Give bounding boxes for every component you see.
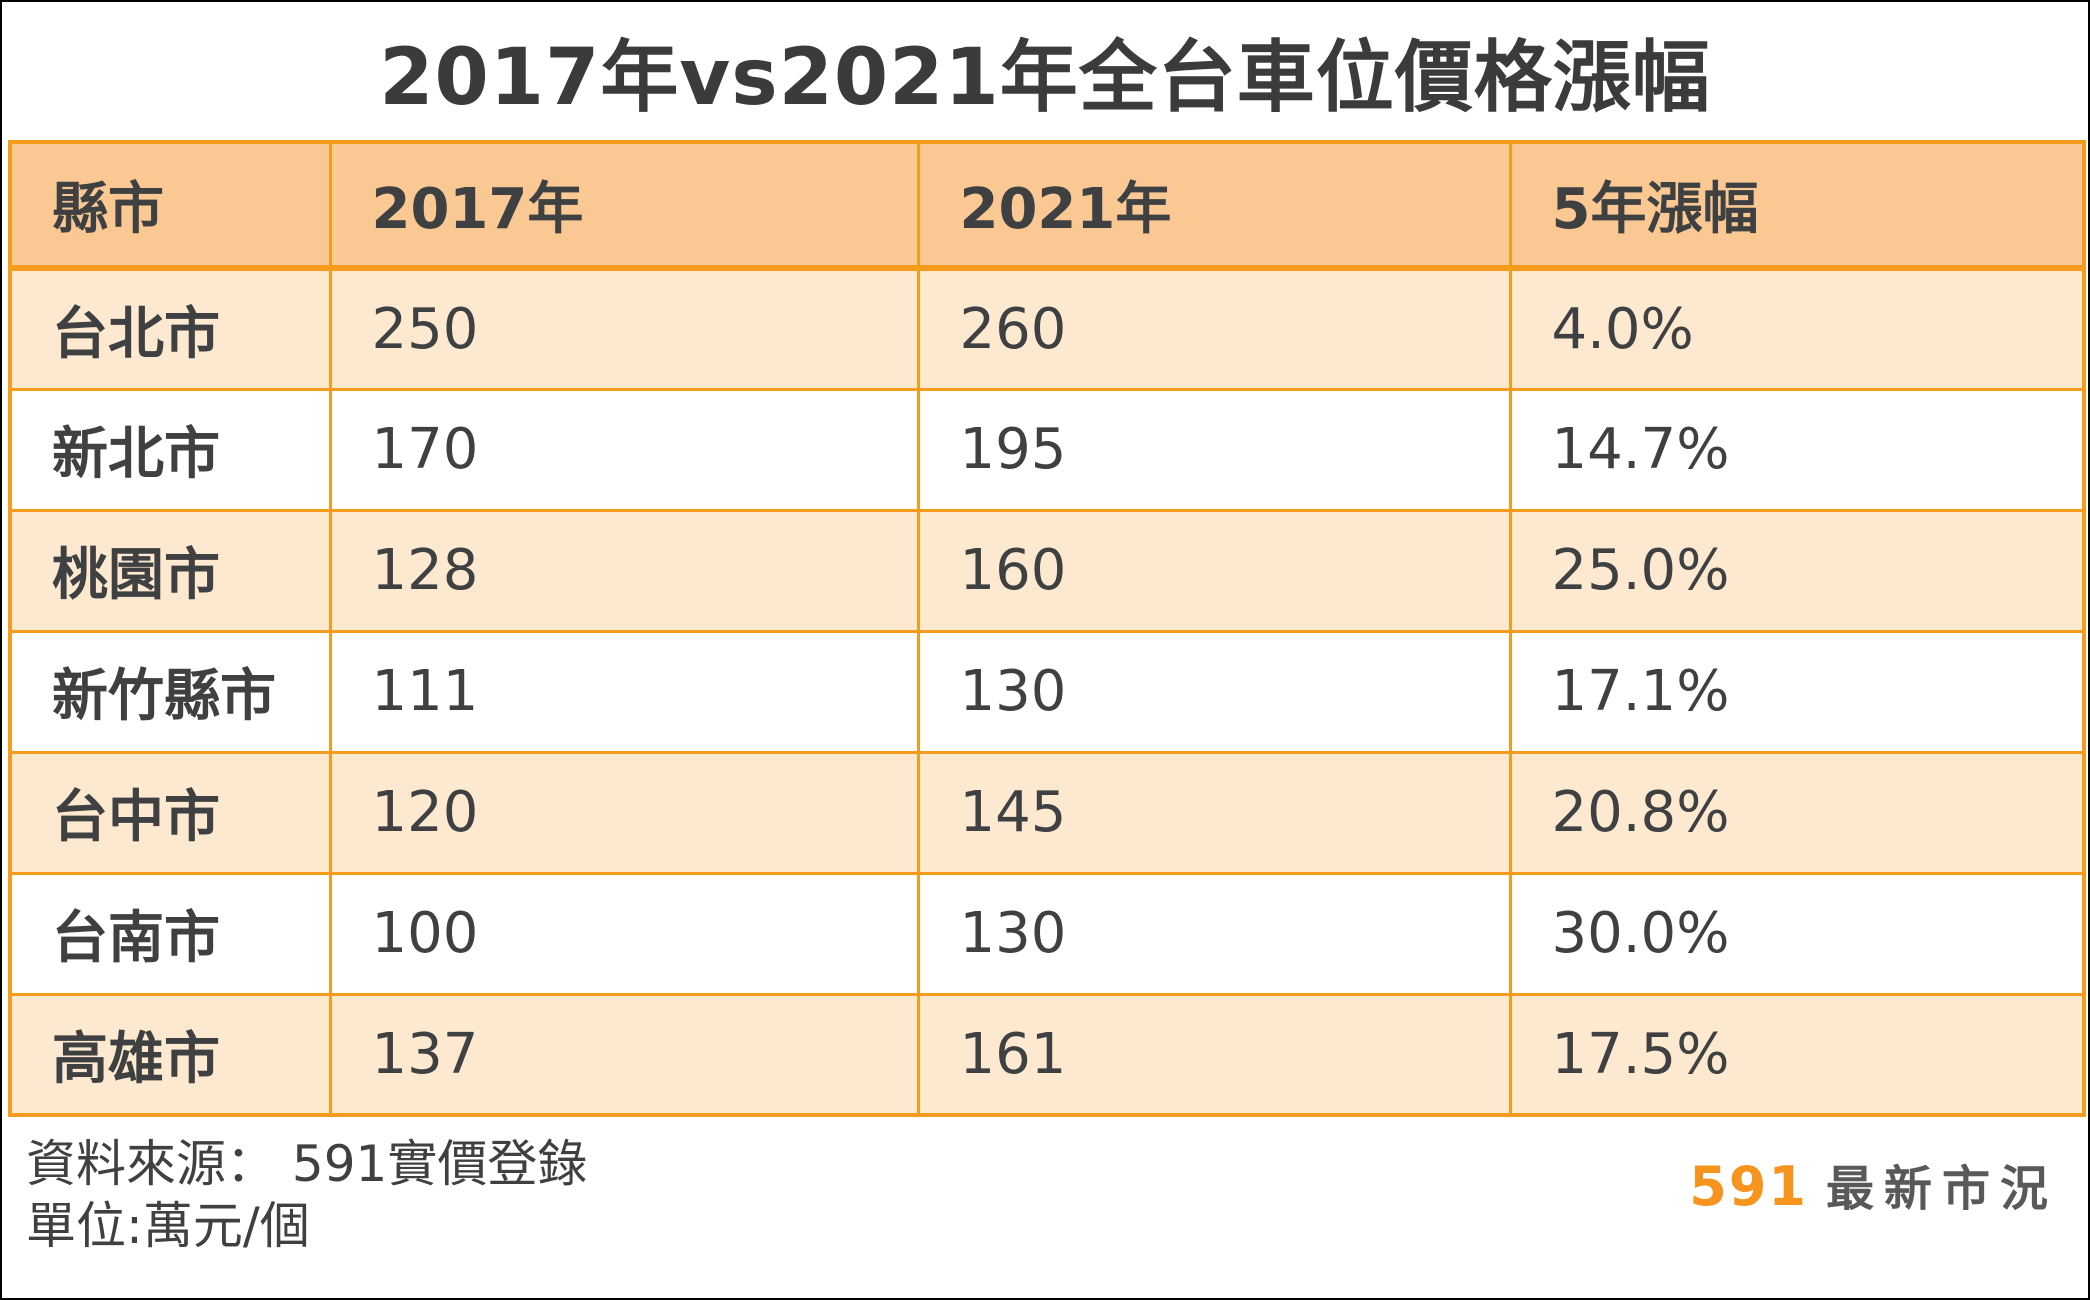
title-bar: 2017年vs2021年全台車位價格漲幅 xyxy=(2,2,2088,140)
footer: 資料來源： 591實價登錄 單位:萬元/個 591 最新市況 xyxy=(2,1117,2088,1257)
cell-2021: 195 xyxy=(916,387,1512,512)
cell-growth: 4.0% xyxy=(1508,266,2086,391)
cell-2021: 130 xyxy=(916,629,1512,754)
table-row: 新北市 170 195 14.7% xyxy=(8,387,2086,512)
table-row: 高雄市 137 161 17.5% xyxy=(8,992,2086,1117)
cell-2021: 260 xyxy=(916,266,1512,391)
col-header-growth: 5年漲幅 xyxy=(1508,140,2086,271)
brand-caption: 最新市況 xyxy=(1825,1161,2058,1217)
col-header-city: 縣市 xyxy=(8,140,332,271)
cell-city: 桃園市 xyxy=(8,508,332,633)
cell-city: 台南市 xyxy=(8,871,332,996)
cell-growth: 17.1% xyxy=(1508,629,2086,754)
col-header-2021: 2021年 xyxy=(916,140,1512,271)
cell-growth: 30.0% xyxy=(1508,871,2086,996)
cell-growth: 20.8% xyxy=(1508,750,2086,875)
source-note: 資料來源： 591實價登錄 xyxy=(26,1135,588,1193)
brand-lockup: 591 最新市況 xyxy=(1689,1149,2058,1219)
cell-city: 新竹縣市 xyxy=(8,629,332,754)
cell-2021: 161 xyxy=(916,992,1512,1117)
cell-2017: 128 xyxy=(328,508,920,633)
cell-growth: 14.7% xyxy=(1508,387,2086,512)
cell-2017: 250 xyxy=(328,266,920,391)
price-table: 縣市 2017年 2021年 5年漲幅 台北市 250 260 4.0% 新北市… xyxy=(8,140,2086,1117)
cell-city: 台中市 xyxy=(8,750,332,875)
cell-2017: 170 xyxy=(328,387,920,512)
table-row: 桃園市 128 160 25.0% xyxy=(8,508,2086,633)
cell-city: 台北市 xyxy=(8,266,332,391)
table-header-row: 縣市 2017年 2021年 5年漲幅 xyxy=(8,140,2086,271)
cell-2021: 160 xyxy=(916,508,1512,633)
cell-2017: 111 xyxy=(328,629,920,754)
table-row: 台南市 100 130 30.0% xyxy=(8,871,2086,996)
brand-591-logo: 591 xyxy=(1689,1155,1808,1218)
cell-2017: 100 xyxy=(328,871,920,996)
table-row: 台北市 250 260 4.0% xyxy=(8,266,2086,391)
cell-2017: 137 xyxy=(328,992,920,1117)
unit-note: 單位:萬元/個 xyxy=(26,1197,310,1255)
cell-2021: 130 xyxy=(916,871,1512,996)
cell-2017: 120 xyxy=(328,750,920,875)
page-title: 2017年vs2021年全台車位價格漲幅 xyxy=(379,33,1711,123)
footer-notes: 資料來源： 591實價登錄 單位:萬元/個 xyxy=(26,1133,587,1257)
cell-growth: 25.0% xyxy=(1508,508,2086,633)
col-header-2017: 2017年 xyxy=(328,140,920,271)
cell-2021: 145 xyxy=(916,750,1512,875)
table-row: 新竹縣市 111 130 17.1% xyxy=(8,629,2086,754)
cell-city: 高雄市 xyxy=(8,992,332,1117)
table-row: 台中市 120 145 20.8% xyxy=(8,750,2086,875)
cell-city: 新北市 xyxy=(8,387,332,512)
cell-growth: 17.5% xyxy=(1508,992,2086,1117)
